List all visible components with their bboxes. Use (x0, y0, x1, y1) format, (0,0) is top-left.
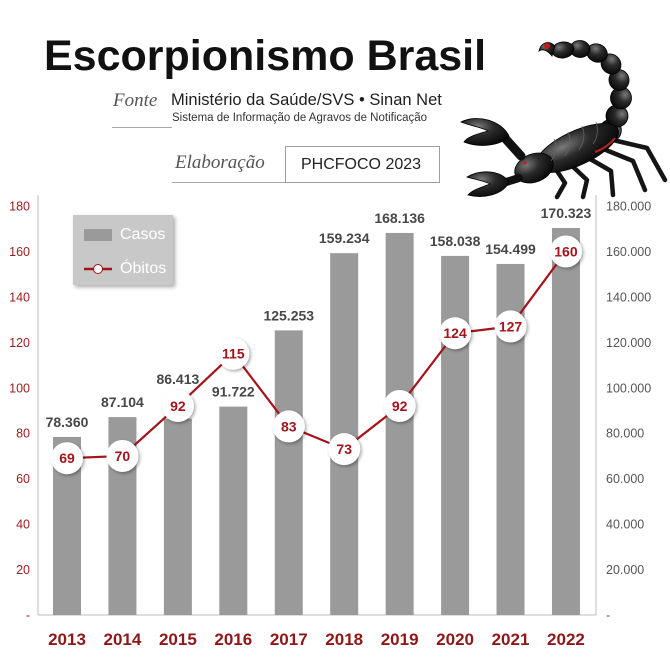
left-tick-label-5: 100 (9, 381, 30, 395)
obitos-marker-2016 (217, 337, 250, 370)
year-label-2018: 2018 (325, 630, 363, 649)
obitos-marker-2017 (272, 410, 305, 443)
obitos-marker-2014 (106, 439, 139, 472)
left-tick-label-6: 120 (9, 336, 30, 350)
obitos-marker-label-2013: 69 (59, 450, 75, 466)
right-tick-label-9: 180.000 (606, 200, 651, 214)
right-tick-label-6: 120.000 (606, 336, 651, 350)
legend-swatch-casos (84, 229, 112, 241)
source-main: Ministério da Saúde/SVS • Sinan Net (171, 91, 442, 109)
obitos-marker-label-2017: 83 (281, 418, 297, 434)
obitos-line (66, 250, 567, 460)
year-label-2017: 2017 (270, 630, 308, 649)
bar-value-label-2016: 91.722 (212, 384, 255, 400)
bar-value-label-2017: 125.253 (263, 307, 314, 323)
right-tick-label-2: 40.000 (606, 518, 644, 532)
obitos-markers: 69 70 92 115 83 73 92 124 127 160 (51, 235, 582, 475)
obitos-marker-2020 (439, 317, 472, 350)
bar-value-label-2015: 86.413 (156, 371, 199, 387)
credit-label: Elaboração (175, 152, 265, 173)
obitos-marker-label-2021: 127 (499, 318, 523, 334)
credit-underline (172, 182, 285, 183)
scorpion-icon (460, 40, 668, 200)
obitos-marker-label-2022: 160 (554, 243, 578, 259)
obitos-marker-label-2020: 124 (443, 325, 467, 341)
axes: - 20 40 60 80 100 120 140 160 180 - 20.000 40.000 60.… (9, 195, 651, 623)
year-label-2019: 2019 (381, 630, 419, 649)
left-tick-label-9: 180 (9, 200, 30, 214)
casos-value-labels: 78.36087.10486.41391.722125.253159.23416… (46, 205, 592, 430)
obitos-marker-label-2015: 92 (170, 398, 186, 414)
chart-title: Escorpionismo Brasil (44, 32, 487, 80)
legend: Casos Óbitos (73, 215, 173, 285)
bar-value-label-2020: 158.038 (430, 233, 481, 249)
obitos-marker-2015 (161, 389, 194, 422)
bar-2015 (163, 418, 192, 615)
left-tick-label-1: 20 (16, 563, 30, 577)
left-tick-label-8: 160 (9, 245, 30, 259)
year-label-2021: 2021 (492, 630, 530, 649)
right-tick-label-8: 160.000 (606, 245, 651, 259)
legend-item-casos: Casos (84, 225, 165, 245)
right-tick-label-4: 80.000 (606, 427, 644, 441)
obitos-marker-label-2019: 92 (392, 398, 408, 414)
left-tick-label-7: 140 (9, 290, 30, 304)
right-tick-label-0: - (606, 609, 610, 623)
legend-swatch-obitos (84, 264, 112, 274)
bar-2020 (441, 255, 470, 616)
obitos-marker-2018 (328, 433, 361, 466)
year-label-2020: 2020 (436, 630, 474, 649)
year-label-2014: 2014 (104, 630, 142, 649)
casos-bars (53, 227, 580, 616)
bar-2017 (274, 330, 303, 615)
bar-value-label-2014: 87.104 (101, 394, 144, 410)
right-tick-label-1: 20.000 (606, 563, 644, 577)
bar-value-label-2022: 170.323 (541, 205, 592, 221)
obitos-marker-2013 (51, 442, 83, 475)
left-tick-label-2: 40 (16, 518, 30, 532)
right-tick-label-5: 100.000 (606, 381, 651, 395)
bar-value-label-2013: 78.360 (46, 414, 89, 430)
year-label-2013: 2013 (48, 630, 86, 649)
obitos-marker-label-2016: 115 (222, 346, 245, 362)
right-tick-label-3: 60.000 (606, 472, 644, 486)
legend-label-casos: Casos (120, 226, 166, 243)
left-tick-label-3: 60 (16, 472, 30, 486)
year-label-2022: 2022 (547, 630, 585, 649)
obitos-marker-2022 (549, 235, 582, 268)
bar-2016 (219, 406, 248, 615)
left-tick-label-4: 80 (16, 427, 30, 441)
x-axis-labels: 2013 2014 2015 2016 2017 2018 2019 2020 2021 2022 (48, 630, 585, 649)
obitos-marker-2019 (383, 389, 416, 422)
legend-label-obitos: Óbitos (120, 260, 167, 277)
year-label-2016: 2016 (214, 630, 252, 649)
source-sub: Sistema de Informação de Agravos de Noti… (172, 112, 428, 124)
bar-value-label-2019: 168.136 (374, 210, 425, 226)
legend-item-obitos: Óbitos (84, 259, 166, 279)
obitos-marker-2021 (494, 310, 527, 343)
bar-value-label-2021: 154.499 (485, 241, 536, 257)
obitos-marker-label-2018: 73 (336, 441, 352, 457)
left-tick-label-0: - (26, 609, 30, 623)
bar-value-label-2018: 159.234 (319, 230, 370, 246)
credit-value: PHCFOCO 2023 (301, 155, 422, 173)
source-label: Fonte (113, 90, 158, 111)
obitos-marker-label-2014: 70 (115, 448, 131, 464)
year-label-2015: 2015 (159, 630, 197, 649)
credit-box: PHCFOCO 2023 (285, 146, 440, 183)
bar-2022 (551, 227, 580, 616)
source-underline (112, 127, 172, 128)
bar-2019 (385, 232, 414, 615)
right-tick-label-7: 140.000 (606, 290, 651, 304)
